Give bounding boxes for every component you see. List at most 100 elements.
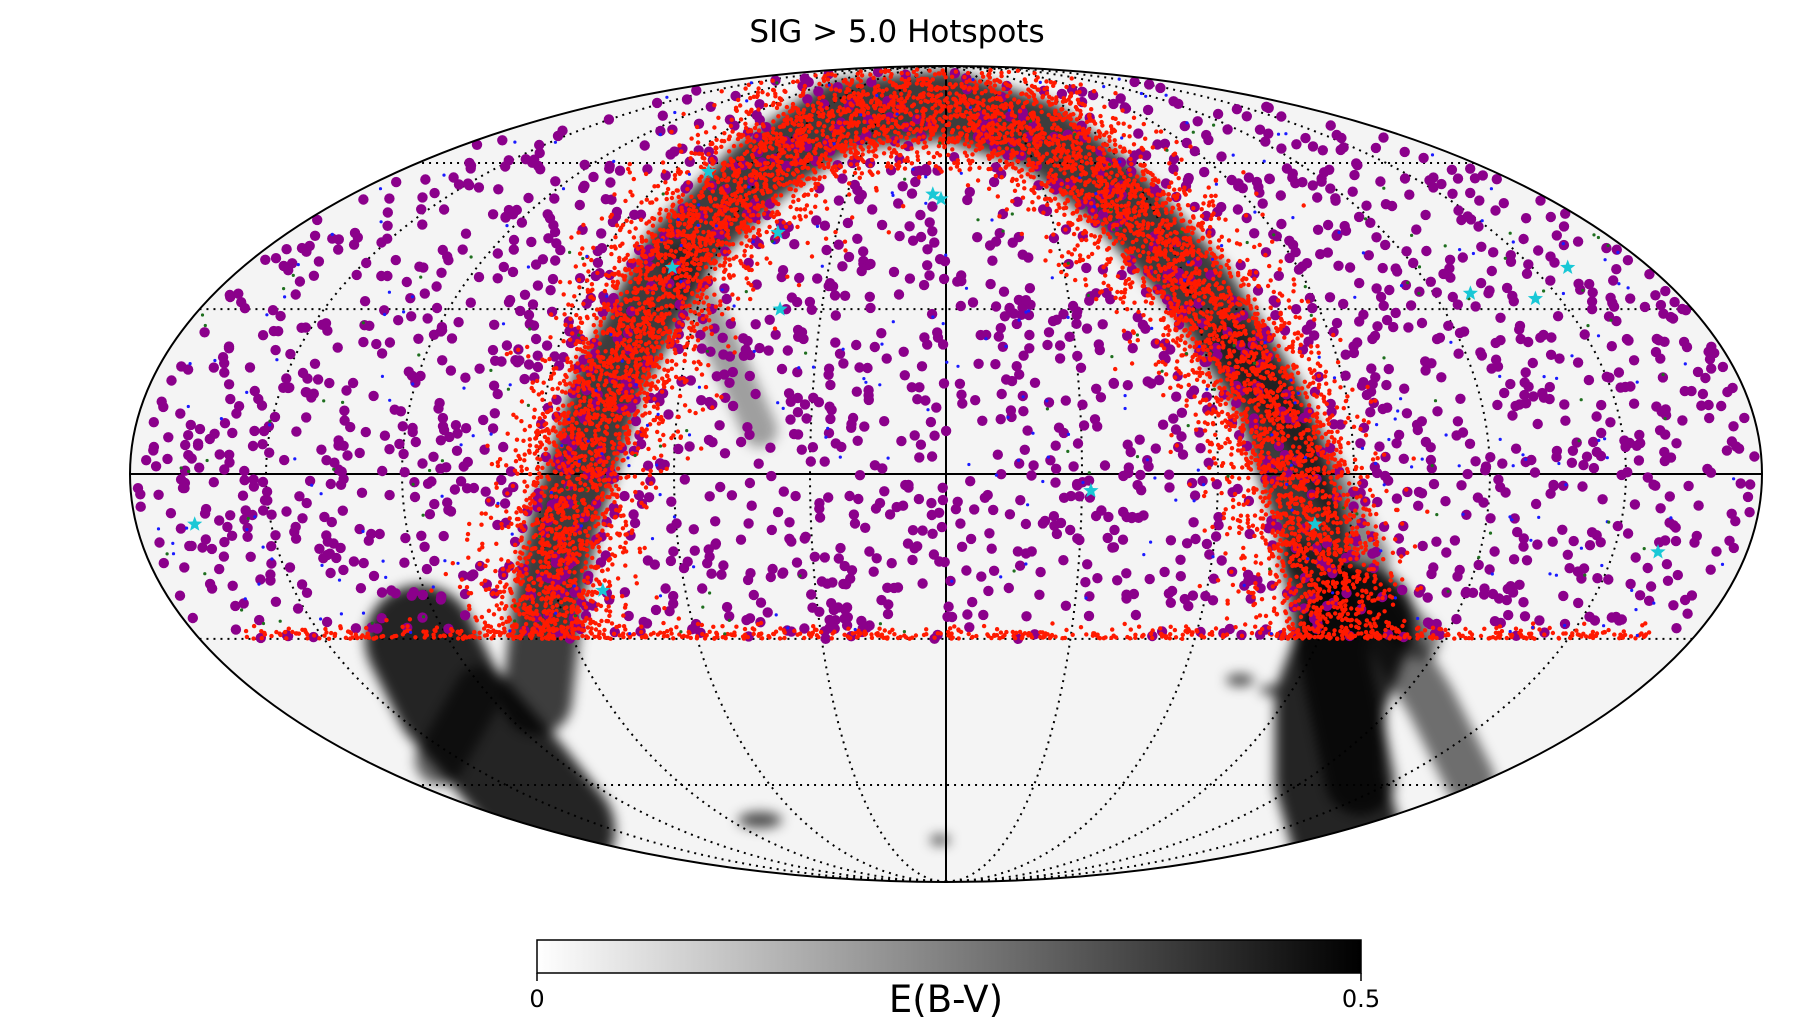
red-point: [692, 199, 697, 204]
purple-point: [1328, 419, 1340, 430]
purple-point: [860, 522, 871, 533]
purple-point: [329, 457, 340, 468]
purple-point: [915, 231, 927, 243]
red-point: [675, 429, 681, 434]
purple-point: [324, 377, 335, 389]
purple-point: [1469, 173, 1481, 184]
purple-point: [967, 596, 978, 608]
red-point: [623, 198, 628, 204]
red-point: [992, 83, 998, 88]
purple-point: [961, 565, 972, 576]
red-point: [482, 578, 488, 583]
red-point: [1185, 243, 1190, 248]
purple-point: [1661, 559, 1673, 570]
purple-point: [275, 310, 286, 322]
purple-point: [1170, 424, 1182, 435]
red-point: [693, 252, 698, 257]
purple-point: [301, 412, 312, 423]
red-point: [1253, 418, 1258, 424]
red-point: [1190, 244, 1196, 249]
purple-point: [839, 290, 851, 301]
purple-point: [833, 553, 844, 564]
purple-point: [639, 140, 650, 151]
purple-point: [1518, 533, 1530, 544]
purple-point: [1312, 192, 1323, 203]
purple-point: [1507, 410, 1518, 421]
red-point: [591, 323, 596, 328]
red-point: [823, 199, 828, 204]
purple-point: [1476, 350, 1488, 361]
purple-point: [1058, 492, 1070, 503]
purple-point: [764, 314, 775, 325]
purple-point: [1669, 296, 1680, 308]
purple-point: [1537, 387, 1548, 399]
red-point: [1185, 333, 1191, 338]
chart-title: SIG > 5.0 Hotspots: [749, 14, 1045, 50]
purple-point: [1457, 252, 1469, 263]
purple-point: [704, 491, 715, 502]
red-point: [1172, 292, 1177, 297]
red-point: [644, 197, 649, 202]
purple-point: [907, 554, 918, 566]
red-point: [1130, 239, 1136, 245]
red-point: [676, 333, 682, 339]
purple-point: [230, 624, 242, 635]
purple-point: [891, 501, 902, 513]
purple-point: [688, 524, 699, 535]
red-point: [1283, 573, 1288, 578]
purple-point: [755, 597, 767, 608]
red-point: [809, 254, 815, 259]
red-point: [1278, 259, 1284, 264]
red-point: [612, 192, 617, 197]
purple-point: [384, 337, 396, 348]
red-point: [1231, 406, 1236, 411]
purple-point: [929, 430, 940, 441]
red-point: [667, 218, 673, 224]
purple-point: [668, 598, 679, 609]
purple-point: [926, 451, 938, 462]
purple-point: [1518, 597, 1529, 608]
purple-point: [1520, 367, 1531, 378]
red-point: [941, 133, 947, 138]
purple-point: [825, 413, 836, 425]
purple-point: [1432, 406, 1443, 417]
red-point: [661, 169, 667, 174]
red-point: [1378, 582, 1383, 587]
dust-arc-3: [1275, 565, 1415, 882]
purple-point: [1037, 518, 1049, 529]
purple-point: [1579, 329, 1590, 340]
red-point: [655, 183, 661, 189]
purple-point: [1122, 330, 1133, 341]
purple-point: [490, 355, 501, 366]
purple-point: [1544, 381, 1556, 393]
purple-point: [339, 405, 350, 416]
purple-point: [926, 308, 938, 320]
dust-clump-0: [738, 812, 782, 828]
purple-point: [1546, 332, 1557, 343]
purple-point: [355, 583, 367, 594]
purple-point: [270, 253, 282, 264]
purple-point: [1486, 265, 1498, 277]
red-point: [1282, 592, 1288, 597]
red-point: [699, 189, 704, 195]
purple-point: [1447, 188, 1458, 199]
purple-point: [1613, 367, 1625, 378]
purple-point: [799, 623, 810, 634]
purple-point: [1067, 300, 1079, 312]
purple-point: [965, 533, 977, 545]
purple-point: [1024, 343, 1035, 354]
purple-point: [1473, 559, 1484, 571]
red-point: [587, 526, 592, 531]
purple-point: [691, 85, 702, 96]
red-point: [977, 165, 982, 170]
purple-point: [1588, 462, 1600, 474]
red-point: [729, 117, 734, 123]
red-point: [557, 381, 563, 386]
purple-point: [1324, 292, 1336, 303]
dust-arc-2: [365, 585, 615, 882]
red-point: [583, 454, 588, 459]
red-point: [1015, 182, 1021, 188]
red-point: [1131, 115, 1137, 121]
purple-point: [896, 435, 907, 447]
red-point: [1276, 357, 1282, 363]
